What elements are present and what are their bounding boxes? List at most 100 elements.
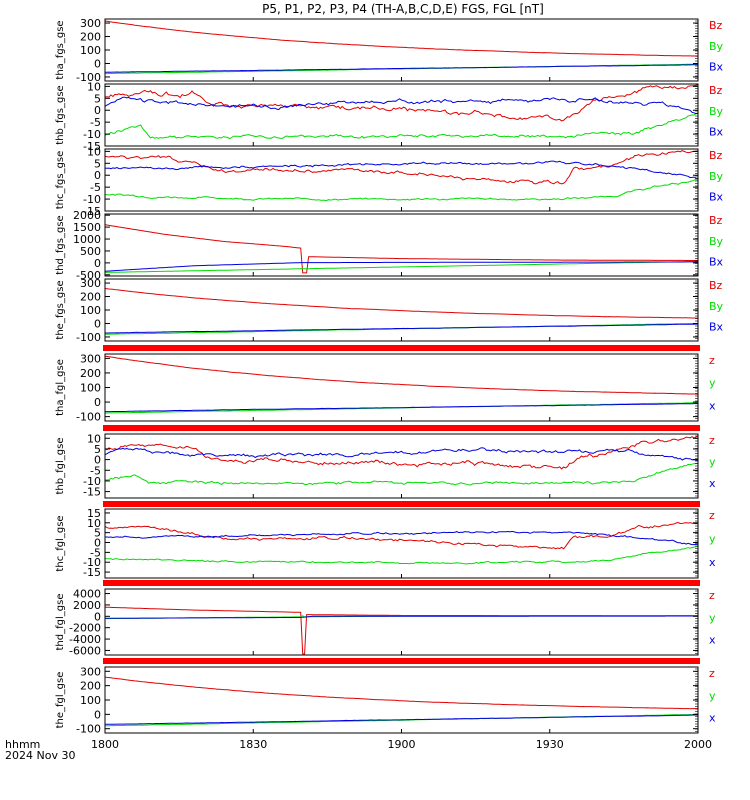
legend-Bx: Bx <box>709 61 724 74</box>
legend-By: By <box>709 40 724 53</box>
y-tick-label: 100 <box>80 304 101 317</box>
series-group <box>105 84 698 140</box>
series-group <box>105 521 698 565</box>
y-tick-label: 4000 <box>73 588 101 601</box>
quality-flag-bar <box>103 580 700 586</box>
x-tick-label: 1830 <box>239 738 267 751</box>
x-tick-label: 1900 <box>388 738 416 751</box>
panel-frame <box>104 433 699 499</box>
series-line-x <box>105 403 698 413</box>
series-line-x <box>105 530 698 546</box>
series-line-Bx <box>105 96 698 115</box>
legend-Bx: Bx <box>709 126 724 139</box>
y-axis-label: the_fgs_gse <box>55 280 66 339</box>
y-tick-label: 200 <box>80 291 101 304</box>
legend-By: By <box>709 300 724 313</box>
y-tick-label: -10 <box>83 193 101 206</box>
legend-x: x <box>709 556 716 569</box>
y-tick-label: 1500 <box>73 221 101 234</box>
y-tick-label: 500 <box>80 245 101 258</box>
y-tick-label: -15 <box>83 205 101 218</box>
y-tick-label: 10 <box>87 432 101 445</box>
y-axis-label: thb_fgs_gse <box>55 85 66 144</box>
series-line-By <box>105 112 698 140</box>
y-tick-label: 100 <box>80 382 101 395</box>
series-line-y <box>105 462 698 486</box>
series-line-x <box>105 615 698 619</box>
legend-Bz: Bz <box>709 84 723 97</box>
series-line-y <box>105 545 698 565</box>
legend-x: x <box>709 712 716 725</box>
legend-y: y <box>709 611 716 624</box>
legend-By: By <box>709 170 724 183</box>
y-axis-label: tha_fgs_gse <box>55 20 66 79</box>
y-tick-label: -10 <box>83 556 101 569</box>
legend-y: y <box>709 689 716 702</box>
y-tick-label: -10 <box>83 475 101 488</box>
y-tick-label: -15 <box>83 566 101 579</box>
legend-z: z <box>709 589 715 602</box>
series-group <box>105 355 698 414</box>
series-line-Bz <box>105 150 698 185</box>
y-tick-label: 5 <box>94 443 101 456</box>
y-tick-label: 0 <box>94 610 101 623</box>
y-tick-label: -100 <box>76 723 101 736</box>
series-group <box>105 435 698 486</box>
y-tick-label: -5 <box>90 181 101 194</box>
y-tick-label: 0 <box>94 169 101 182</box>
panel-frame <box>104 508 699 579</box>
quality-flag-bar <box>103 345 700 351</box>
legend-y: y <box>709 456 716 469</box>
y-tick-label: -100 <box>76 331 101 344</box>
y-tick-label: 200 <box>80 31 101 44</box>
legend-z: z <box>709 509 715 522</box>
y-tick-label: -5 <box>90 546 101 559</box>
legend-By: By <box>709 105 724 118</box>
y-tick-label: -6000 <box>69 644 101 657</box>
quality-flag-bar <box>103 501 700 507</box>
y-tick-label: 15 <box>87 507 101 520</box>
legend-z: z <box>709 434 715 447</box>
quality-flag-bar <box>103 658 700 664</box>
y-tick-label: 100 <box>80 694 101 707</box>
y-tick-label: -5 <box>90 464 101 477</box>
y-tick-label: 300 <box>80 352 101 365</box>
y-tick-label: 5 <box>94 92 101 105</box>
series-group <box>105 606 698 655</box>
legend-z: z <box>709 667 715 680</box>
series-line-Bz <box>105 224 698 274</box>
legend-By: By <box>709 235 724 248</box>
y-tick-label: 0 <box>94 537 101 550</box>
y-tick-label: -100 <box>76 411 101 424</box>
y-tick-label: -5 <box>90 116 101 129</box>
legend-x: x <box>709 477 716 490</box>
y-axis-label: tha_fgl_gse <box>55 359 66 416</box>
y-tick-label: 100 <box>80 44 101 57</box>
legend-Bz: Bz <box>709 19 723 32</box>
y-tick-label: 10 <box>87 517 101 530</box>
y-tick-label: -4000 <box>69 633 101 646</box>
y-tick-label: -500 <box>76 269 101 282</box>
y-tick-label: 0 <box>94 104 101 117</box>
series-line-Bx <box>105 323 698 334</box>
x-label-date: 2024 Nov 30 <box>5 749 75 762</box>
legend-x: x <box>709 399 716 412</box>
legend-Bz: Bz <box>709 149 723 162</box>
legend-Bx: Bx <box>709 256 724 269</box>
series-line-Bz <box>105 20 698 57</box>
series-line-Bx <box>105 261 698 272</box>
series-line-By <box>105 261 698 273</box>
series-line-z <box>105 355 698 395</box>
time-axis: 1800 1830 1900 1930 2000 <box>91 738 712 751</box>
y-tick-label: 300 <box>80 665 101 678</box>
y-tick-label: 0 <box>94 317 101 330</box>
series-line-z <box>105 435 698 470</box>
quality-flag-bar <box>103 425 700 431</box>
